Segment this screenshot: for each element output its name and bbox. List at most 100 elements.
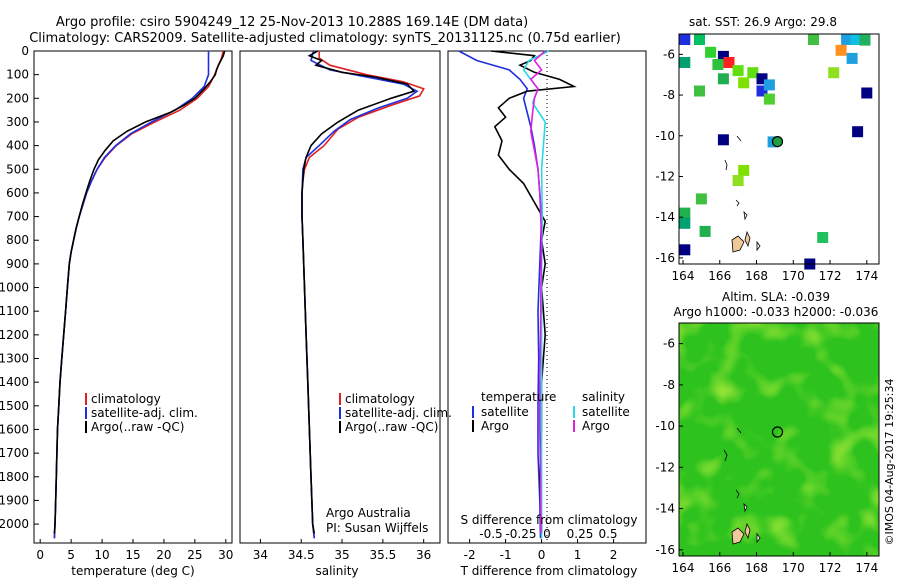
island [756,532,761,544]
tick-label: 0 [543,527,551,541]
tick-label: 1900 [0,493,29,507]
legend-label: satellite [582,405,630,419]
series-salinity-satellite [522,50,550,539]
tick-label: 1600 [0,422,29,436]
difference-x2-ticks: -0.5 -0.25 0 0.25 0.5 [479,527,617,541]
island [756,240,761,252]
tick-label: 168 [745,561,768,575]
sst-cell [763,93,775,105]
island [736,427,742,434]
sla-map-y-ticks: -6 -8 -10 -12 -14 -16 [655,337,683,557]
argo-float-marker [771,426,784,438]
tick-label: 700 [6,210,29,224]
tick-label: -10 [655,419,675,433]
tick-label: 30 [218,548,233,562]
tick-label: 170 [782,561,805,575]
tick-label: 400 [6,139,29,153]
sst-map-title: sat. SST: 26.9 Argo: 29.8 [689,15,837,29]
sst-cell [859,34,871,46]
sst-cell [717,134,729,146]
tick-label: 166 [708,269,731,283]
tick-label: -8 [663,88,675,102]
island [736,135,742,142]
tick-label: 35 [334,548,349,562]
sla-map-x-ticks: 164 166 168 170 172 174 [672,552,878,575]
tick-label: 1500 [0,399,29,413]
island [743,210,748,221]
sst-cell [717,73,729,85]
island [744,522,751,540]
salinity-series [301,50,425,539]
tick-label: 900 [6,257,29,271]
island [731,235,745,253]
tick-label: 5 [67,548,75,562]
tick-label: 35.5 [369,548,396,562]
island [724,159,728,171]
tick-label: -6 [663,47,675,61]
sst-cell [841,34,853,45]
legend-label: satellite [481,405,529,419]
tick-label: 500 [6,162,29,176]
series-salinity-argo [529,50,546,534]
sst-cell [747,67,759,79]
sst-map-frame [678,33,880,265]
tick-label: 2 [610,548,618,562]
legend-heading-salinity: salinity [582,390,625,404]
tick-label: 1200 [0,328,29,342]
sst-cell [850,34,862,45]
series-climatology [301,51,425,539]
sla-map-title-2: Argo h1000: -0.033 h2000: -0.036 [674,305,879,319]
sst-cell [738,77,750,89]
tick-label: 168 [745,269,768,283]
title-line-1: Argo profile: csiro 5904249_12 25-Nov-20… [56,15,528,30]
tick-label: 36 [416,548,431,562]
sst-map-y-ticks: -6 -8 -10 -12 -14 -16 [655,47,683,265]
series-climatology [53,50,225,539]
tick-label: 1800 [0,470,29,484]
tick-label: 100 [6,68,29,82]
tick-label: 600 [6,186,29,200]
tick-label: 10 [94,548,109,562]
sst-cell [846,52,858,64]
legend-heading-temperature: temperature [481,390,556,404]
sst-cell [861,87,873,99]
sst-cell [723,57,735,68]
island [735,199,740,207]
tick-label: -14 [655,210,675,224]
tick-label: -1 [500,548,512,562]
argo-float-marker [771,136,784,148]
series-satellite-adj-clim- [53,51,210,539]
tick-label: 25 [187,548,202,562]
legend-label: climatology [345,392,415,406]
salinity-x-ticks: 34 34.5 35 35.5 36 [253,539,431,562]
sst-cell [717,50,729,62]
tick-label: -2 [464,548,476,562]
sst-cell [732,175,744,186]
legend-label: Argo(..raw -QC) [345,420,438,434]
sst-map-x-ticks: 164 166 168 170 172 174 [672,260,878,283]
tick-label: 0.5 [598,527,617,541]
sst-cell [699,225,711,237]
legend-label: Argo(..raw -QC) [91,420,184,434]
difference-legend: temperature salinity satellite Argo sate… [472,390,630,433]
sla-map-islands [723,427,761,545]
sst-cell [679,217,691,229]
tick-label: -8 [663,378,675,392]
tick-label: 1700 [0,446,29,460]
series-satellite-adj-clim- [301,50,419,539]
island [744,230,751,248]
temperature-xlabel: temperature (deg C) [71,564,194,578]
tick-label: -16 [655,543,675,557]
sst-cell [695,193,707,205]
sst-cell [705,46,717,58]
sst-cell [732,65,744,77]
tick-label: 1300 [0,352,29,366]
tick-label: 2000 [0,517,29,531]
salinity-legend: climatology satellite-adj. clim. Argo(..… [339,392,452,434]
tick-label: 0 [538,548,546,562]
tick-label: -6 [663,337,675,351]
imos-timestamp: ©IMOS 04-Aug-2017 19:25:34 [883,379,896,546]
island [743,502,748,513]
series-temperature-argo [491,50,577,534]
sst-cell [679,34,691,45]
